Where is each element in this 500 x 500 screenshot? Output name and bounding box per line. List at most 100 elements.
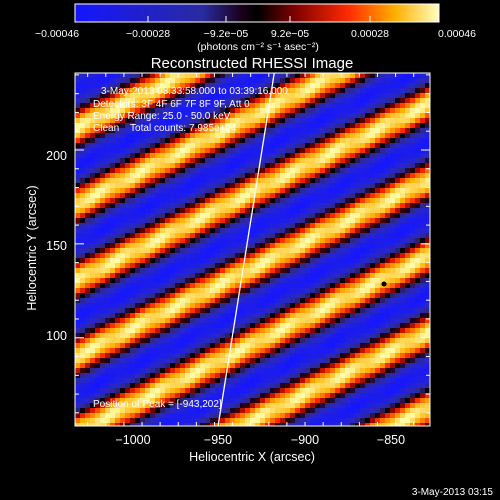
heatmap-cell	[205, 323, 211, 329]
heatmap-cell	[410, 388, 416, 394]
heatmap-cell	[85, 273, 91, 279]
heatmap-cell	[150, 348, 156, 354]
heatmap-cell	[220, 318, 226, 324]
heatmap-cell	[305, 393, 311, 399]
heatmap-cell	[345, 203, 351, 209]
heatmap-cell	[220, 243, 226, 249]
heatmap-cell	[285, 398, 291, 404]
heatmap-cell	[375, 198, 381, 204]
heatmap-cell	[255, 393, 261, 399]
heatmap-cell	[235, 418, 241, 424]
heatmap-cell	[330, 323, 336, 329]
heatmap-cell	[230, 368, 236, 374]
heatmap-cell	[295, 153, 301, 159]
heatmap-cell	[160, 293, 166, 299]
heatmap-cell	[105, 163, 111, 169]
heatmap-cell	[345, 388, 351, 394]
heatmap-cell	[320, 218, 326, 224]
heatmap-cell	[360, 343, 366, 349]
heatmap-cell	[145, 203, 151, 209]
heatmap-cell	[180, 288, 186, 294]
heatmap-cell	[365, 78, 371, 84]
heatmap-cell	[250, 353, 256, 359]
heatmap-cell	[355, 138, 361, 144]
heatmap-cell	[225, 378, 231, 384]
heatmap-cell	[180, 178, 186, 184]
heatmap-cell	[220, 308, 226, 314]
heatmap-cell	[325, 273, 331, 279]
heatmap-cell	[85, 193, 91, 199]
heatmap-cell	[330, 298, 336, 304]
heatmap-cell	[300, 348, 306, 354]
heatmap-cell	[340, 273, 346, 279]
heatmap-cell	[310, 238, 316, 244]
heatmap-cell	[375, 158, 381, 164]
heatmap-cell	[405, 123, 411, 129]
heatmap-cell	[425, 168, 430, 174]
heatmap-cell	[310, 413, 316, 419]
heatmap-cell	[145, 308, 151, 314]
heatmap-cell	[120, 238, 126, 244]
heatmap-cell	[170, 188, 176, 194]
heatmap-cell	[355, 288, 361, 294]
heatmap-cell	[340, 373, 346, 379]
heatmap-cell	[230, 383, 236, 389]
heatmap-cell	[130, 198, 136, 204]
heatmap-cell	[265, 413, 271, 419]
heatmap-cell	[265, 328, 271, 334]
heatmap-cell	[240, 368, 246, 374]
heatmap-cell	[380, 398, 386, 404]
heatmap-cell	[185, 183, 191, 189]
heatmap-cell	[370, 178, 376, 184]
heatmap-cell	[270, 213, 276, 219]
heatmap-cell	[385, 118, 391, 124]
heatmap-cell	[320, 288, 326, 294]
heatmap-cell	[320, 418, 326, 424]
heatmap-cell	[405, 183, 411, 189]
heatmap-cell	[310, 143, 316, 149]
heatmap-cell	[100, 183, 106, 189]
heatmap-cell	[390, 418, 396, 424]
heatmap-cell	[220, 128, 226, 134]
heatmap-cell	[350, 213, 356, 219]
heatmap-cell	[260, 168, 266, 174]
heatmap-cell	[285, 223, 291, 229]
heatmap-cell	[325, 258, 331, 264]
heatmap-cell	[125, 323, 131, 329]
heatmap-cell	[290, 348, 296, 354]
heatmap-cell	[390, 253, 396, 259]
heatmap-cell	[80, 348, 86, 354]
heatmap-cell	[175, 308, 181, 314]
heatmap-cell	[100, 103, 106, 109]
heatmap-cell	[330, 98, 336, 104]
heatmap-cell	[300, 123, 306, 129]
heatmap-cell	[260, 268, 266, 274]
heatmap-cell	[140, 93, 146, 99]
heatmap-cell	[285, 213, 291, 219]
heatmap-cell	[305, 298, 311, 304]
heatmap-cell	[75, 293, 81, 299]
heatmap-cell	[170, 208, 176, 214]
heatmap-cell	[385, 318, 391, 324]
heatmap-cell	[185, 343, 191, 349]
heatmap-cell	[270, 98, 276, 104]
heatmap-cell	[425, 158, 430, 164]
heatmap-cell	[155, 98, 161, 104]
heatmap-cell	[360, 108, 366, 114]
heatmap-cell	[200, 353, 206, 359]
heatmap-cell	[125, 378, 131, 384]
heatmap-cell	[400, 388, 406, 394]
heatmap-cell	[205, 363, 211, 369]
heatmap-cell	[340, 238, 346, 244]
heatmap-cell	[180, 273, 186, 279]
heatmap-cell	[125, 363, 131, 369]
heatmap-cell	[415, 78, 421, 84]
heatmap-cell	[175, 268, 181, 274]
heatmap-cell	[255, 313, 261, 319]
heatmap-cell	[150, 223, 156, 229]
heatmap-cell	[405, 373, 411, 379]
heatmap-cell	[255, 183, 261, 189]
heatmap-cell	[170, 258, 176, 264]
heatmap-cell	[220, 133, 226, 139]
heatmap-cell	[225, 248, 231, 254]
